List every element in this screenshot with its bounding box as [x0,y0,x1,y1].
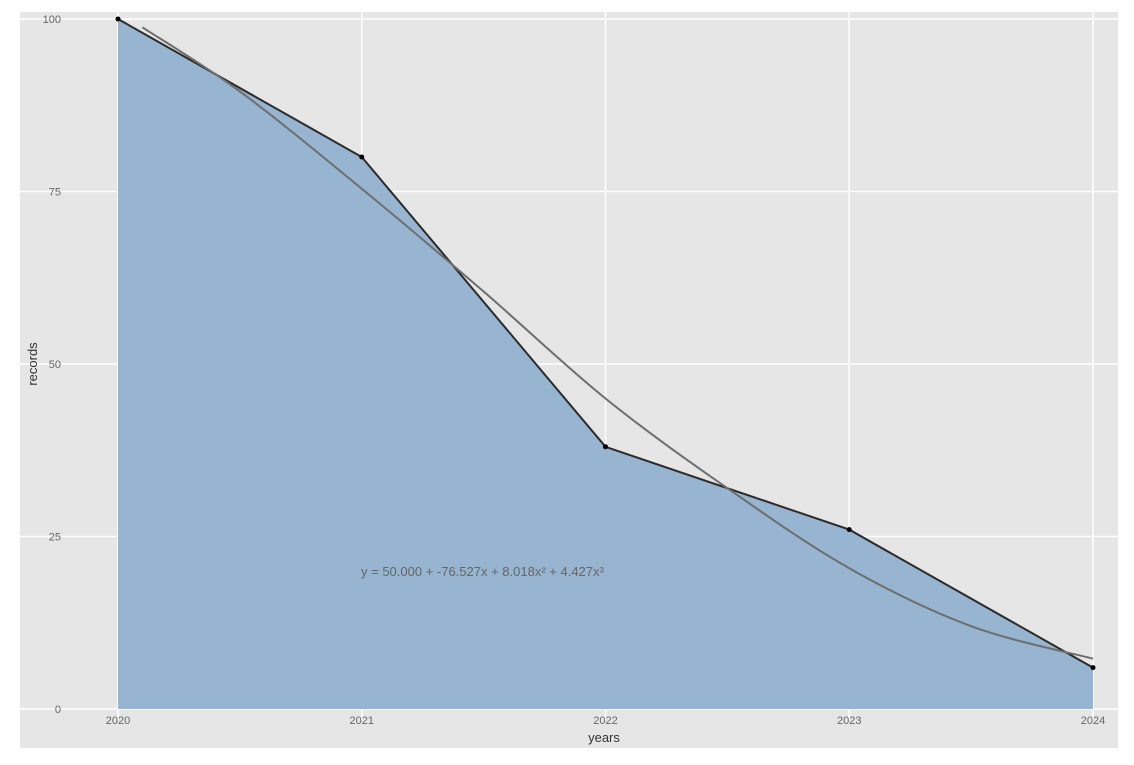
y-tick-label: 25 [49,532,61,544]
x-tick-label: 2021 [350,715,374,727]
x-tick-label: 2023 [837,715,861,727]
y-axis-ticks: 0 25 50 75 100 [43,14,61,716]
x-tick-label: 2024 [1081,715,1105,727]
x-tick-label: 2020 [106,715,130,727]
y-tick-label: 75 [49,187,61,199]
x-axis-ticks: 2020 2021 2022 2023 2024 [106,715,1105,727]
data-point [115,16,121,22]
x-tick-label: 2022 [593,715,617,727]
y-axis-title: records [25,342,40,386]
fit-equation-label: y = 50.000 + -76.527x + 8.018x² + 4.427x… [361,564,605,579]
x-axis-title: years [588,730,620,745]
y-tick-label: 50 [49,359,61,371]
data-point [846,527,852,533]
records-area [118,19,1093,709]
data-point [603,444,608,450]
data-point [359,154,365,160]
y-tick-label: 100 [43,14,61,26]
data-points [115,16,1096,671]
fit-curve [141,26,1094,660]
data-point [1090,665,1096,671]
y-tick-label: 0 [55,704,61,716]
